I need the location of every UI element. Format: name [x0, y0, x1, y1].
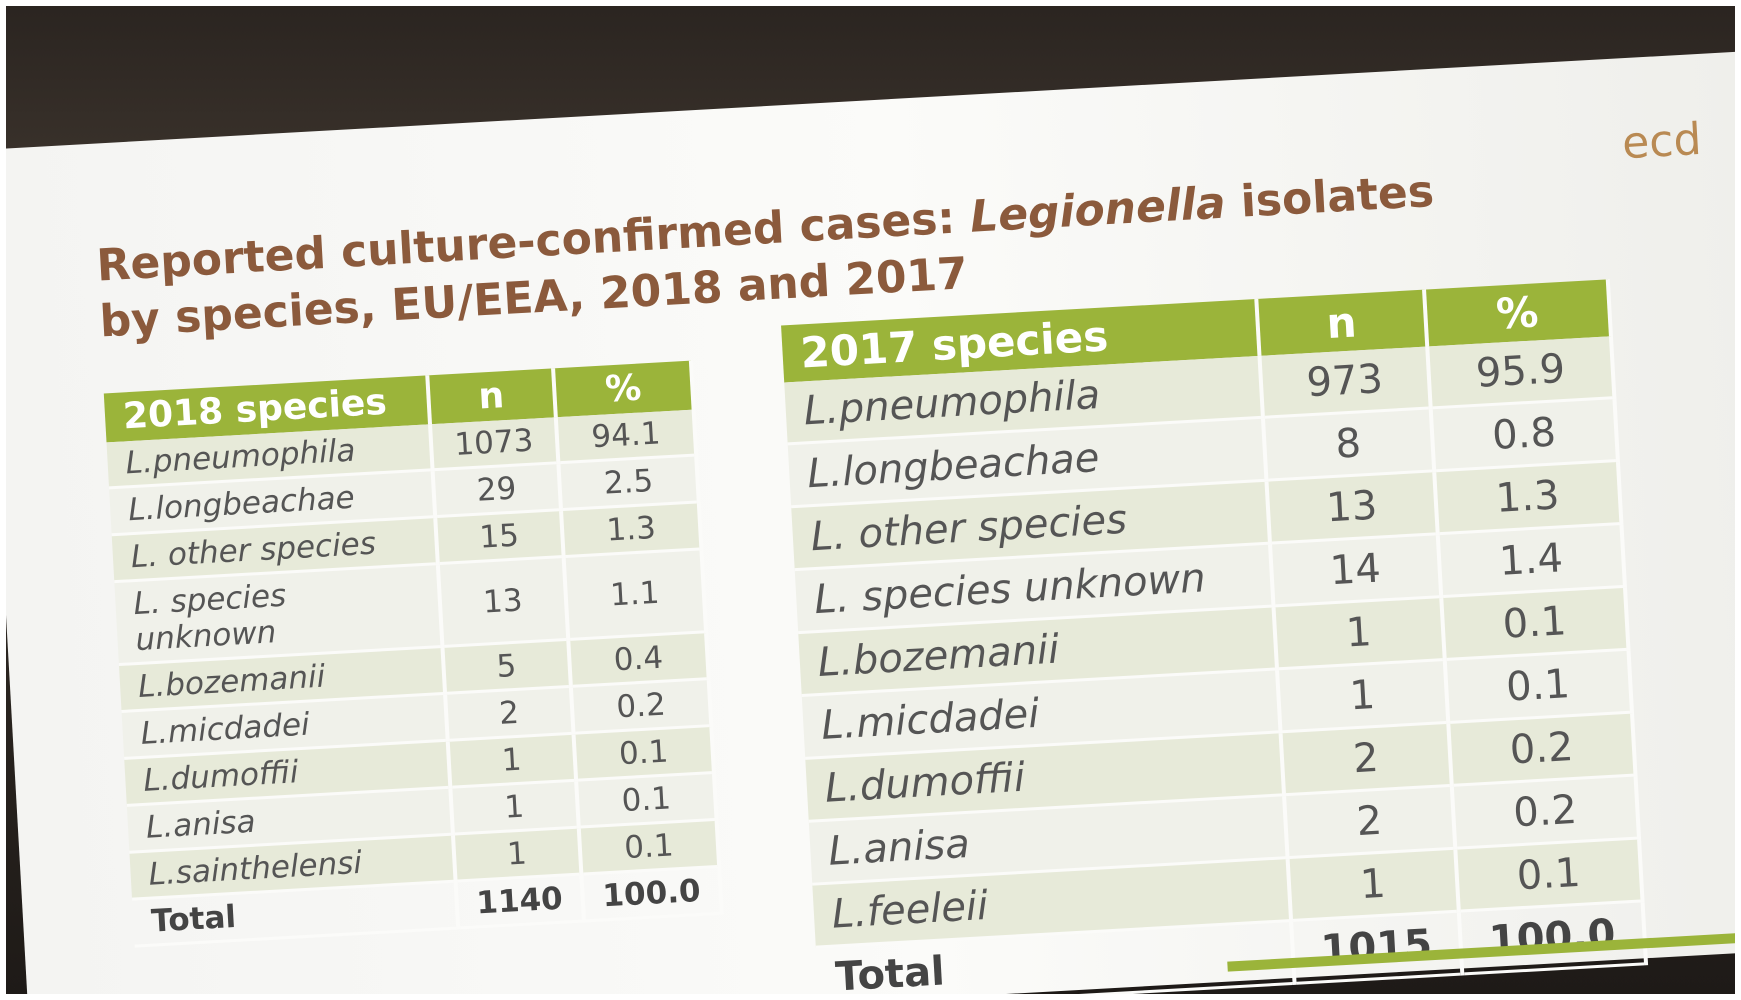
table-cell: 1 [447, 733, 576, 787]
table-cell: 1 [1277, 660, 1448, 732]
table-cell: 1.4 [1437, 523, 1625, 596]
table-cell: 8 [1263, 408, 1434, 480]
table-cell: 15 [435, 510, 564, 564]
header-cell: % [553, 361, 694, 418]
table-cell: 1.3 [561, 502, 701, 557]
table-cell: 13 [437, 557, 568, 647]
table-cell: 95.9 [1427, 336, 1615, 408]
header-cell: n [427, 368, 556, 424]
table-cell: 13 [1266, 471, 1437, 543]
table-cell: 1 [450, 780, 579, 834]
table-cell: 0.2 [571, 679, 711, 734]
table-cell: 14 [1270, 534, 1441, 606]
total-cell: 100.0 [1458, 901, 1646, 974]
title-text: isolates [1224, 166, 1435, 229]
table-cell: 0.1 [1455, 838, 1643, 911]
table-cell: 2.5 [558, 455, 698, 510]
table-cell: 0.4 [568, 632, 708, 687]
header-cell: % [1424, 279, 1611, 346]
slide: Reported culture-confirmed cases: Legion… [0, 48, 1741, 1000]
title-italic: Legionella [969, 178, 1227, 243]
table-cell: 29 [432, 463, 561, 517]
total-cell: 1140 [455, 874, 584, 928]
total-cell: 100.0 [581, 866, 721, 921]
header-cell: n [1256, 290, 1427, 356]
table-cell: 1.3 [1434, 461, 1622, 534]
table-cell: 0.1 [1441, 586, 1629, 659]
table-cell: 0.2 [1451, 775, 1639, 848]
table-cell: 2 [1284, 785, 1455, 857]
table-cell: 0.8 [1430, 398, 1618, 471]
table-cell: 1 [1287, 848, 1458, 920]
table-cell: 973 [1259, 347, 1430, 418]
logo: ecd [1621, 114, 1703, 169]
total-cell: 1015 [1291, 911, 1462, 983]
table-cell: 2 [1280, 722, 1451, 794]
table-cell: 1.1 [564, 549, 706, 640]
table-cell: 0.1 [576, 773, 716, 828]
table-cell: 0.1 [573, 726, 713, 781]
table-cell: 1 [1273, 597, 1444, 669]
table-cell: 5 [442, 639, 571, 693]
table-cell: 2 [445, 686, 574, 740]
table-cell: 0.1 [579, 819, 719, 874]
table-cell: 1073 [430, 417, 559, 469]
table-cell: 0.2 [1448, 712, 1636, 785]
page: Reported culture-confirmed cases: Legion… [0, 0, 1741, 1000]
table-cell: 94.1 [556, 410, 696, 463]
table-cell: 0.1 [1444, 649, 1632, 722]
table-cell: 1 [453, 827, 582, 881]
